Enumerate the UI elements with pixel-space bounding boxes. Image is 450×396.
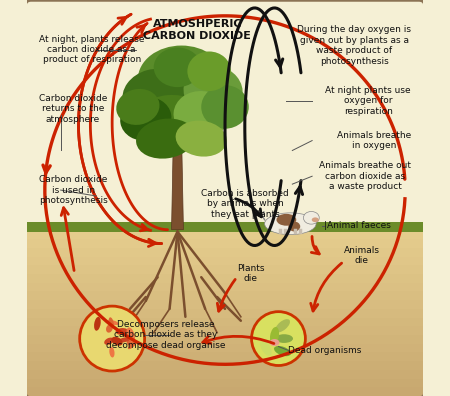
Text: At night plants use
oxygen for
respiration: At night plants use oxygen for respirati… — [325, 86, 411, 116]
Ellipse shape — [116, 328, 128, 335]
Ellipse shape — [126, 338, 135, 346]
Ellipse shape — [106, 324, 113, 333]
Ellipse shape — [112, 337, 123, 346]
Ellipse shape — [126, 327, 135, 342]
Bar — [27, 370, 423, 379]
Bar — [27, 257, 423, 265]
Ellipse shape — [274, 346, 291, 356]
Text: During the day oxygen is
given out by plants as a
waste product of
photosynthesi: During the day oxygen is given out by pl… — [297, 25, 411, 66]
Ellipse shape — [134, 95, 205, 143]
Bar — [27, 318, 423, 326]
Ellipse shape — [288, 222, 300, 231]
Ellipse shape — [154, 48, 201, 87]
Bar — [27, 283, 423, 291]
Text: Plants
die: Plants die — [237, 264, 265, 283]
Text: |Animal faeces: |Animal faeces — [324, 221, 391, 230]
Ellipse shape — [138, 46, 225, 113]
Ellipse shape — [174, 91, 229, 139]
Ellipse shape — [270, 327, 279, 345]
Bar — [27, 265, 423, 274]
Ellipse shape — [108, 317, 114, 328]
Text: Carbon is absorbed
by animals when
they eat plants: Carbon is absorbed by animals when they … — [201, 189, 289, 219]
Text: At night, plants release
carbon dioxide as a
product of respiration: At night, plants release carbon dioxide … — [39, 34, 144, 65]
Ellipse shape — [176, 121, 227, 156]
Bar — [27, 326, 423, 335]
Ellipse shape — [275, 319, 290, 332]
Ellipse shape — [276, 214, 296, 226]
Ellipse shape — [94, 317, 101, 331]
Ellipse shape — [201, 85, 249, 129]
Bar — [27, 361, 423, 370]
Ellipse shape — [118, 337, 130, 343]
Bar — [27, 291, 423, 300]
Text: Animals breathe
in oxygen: Animals breathe in oxygen — [337, 131, 411, 150]
Ellipse shape — [136, 118, 195, 159]
Ellipse shape — [109, 347, 115, 358]
Bar — [27, 344, 423, 352]
Bar — [27, 335, 423, 344]
Text: Animals breathe out
carbon dioxide as
a waste product: Animals breathe out carbon dioxide as a … — [319, 161, 411, 191]
Bar — [27, 222, 423, 230]
Bar — [27, 300, 423, 309]
Ellipse shape — [128, 341, 136, 349]
Bar — [27, 274, 423, 283]
Bar — [27, 230, 423, 239]
Text: Dead organisms: Dead organisms — [288, 346, 362, 355]
Text: Carbon dioxide
is used in
photosynthesis: Carbon dioxide is used in photosynthesis — [39, 175, 108, 205]
Text: Animals
die: Animals die — [344, 246, 380, 265]
Ellipse shape — [265, 213, 316, 234]
Ellipse shape — [116, 89, 159, 125]
Bar — [27, 248, 423, 257]
Bar — [27, 309, 423, 318]
Ellipse shape — [260, 340, 272, 356]
Bar — [27, 352, 423, 361]
Text: Decomposers release
carbon dioxide as they
decompose dead organise: Decomposers release carbon dioxide as th… — [106, 320, 225, 350]
Ellipse shape — [122, 69, 185, 121]
Text: ATMOSHPERIC
CARBON DIOXIDE: ATMOSHPERIC CARBON DIOXIDE — [144, 19, 251, 40]
Bar — [27, 222, 423, 232]
Text: Carbon dioxide
returns to the
atmosphere: Carbon dioxide returns to the atmosphere — [39, 94, 107, 124]
Polygon shape — [171, 127, 184, 230]
Ellipse shape — [187, 51, 231, 91]
Ellipse shape — [303, 211, 319, 224]
Ellipse shape — [120, 97, 171, 141]
Circle shape — [252, 312, 306, 366]
Ellipse shape — [184, 65, 243, 117]
Ellipse shape — [275, 334, 293, 343]
Ellipse shape — [270, 339, 279, 346]
Ellipse shape — [108, 320, 119, 325]
Ellipse shape — [104, 338, 114, 345]
Bar — [27, 387, 423, 396]
Bar — [27, 379, 423, 387]
Circle shape — [80, 306, 144, 371]
Bar — [27, 239, 423, 248]
Bar — [27, 0, 423, 222]
Ellipse shape — [312, 217, 319, 222]
